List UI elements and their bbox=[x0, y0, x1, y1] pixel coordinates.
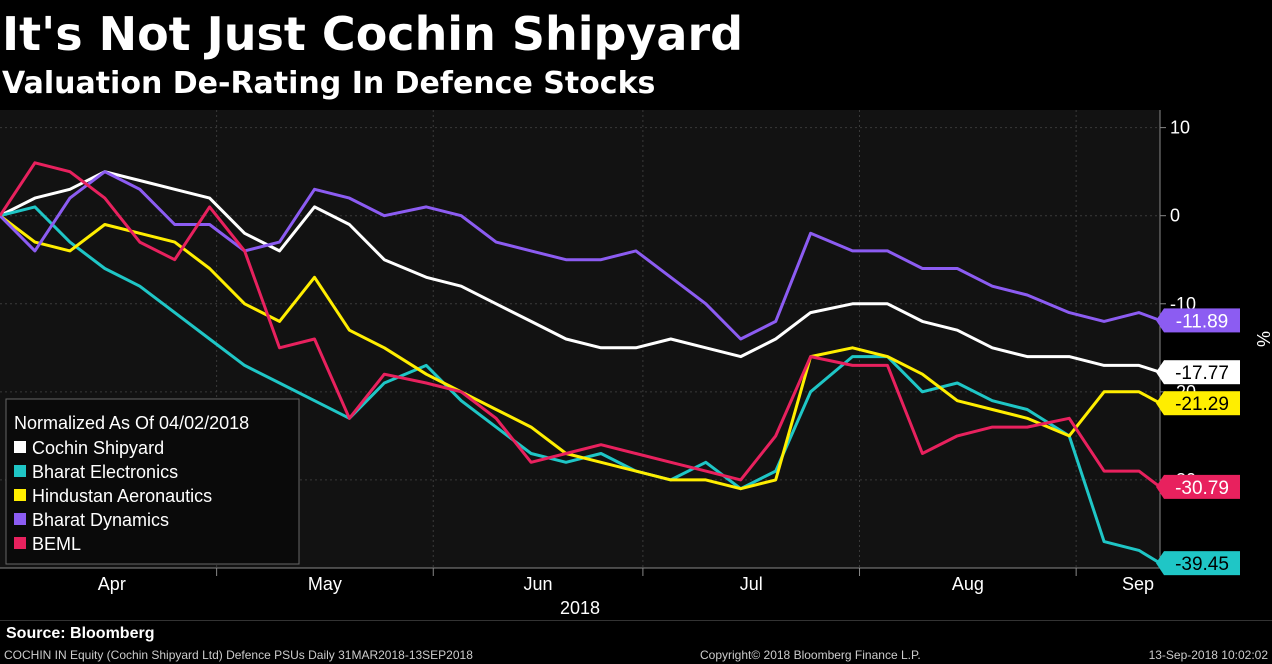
legend-swatch bbox=[14, 513, 26, 525]
legend-item: Cochin Shipyard bbox=[32, 438, 164, 458]
legend-swatch bbox=[14, 441, 26, 453]
y-tick-label: 0 bbox=[1170, 206, 1180, 226]
x-axis: Apr May Jun Jul Aug Sep 2018 bbox=[0, 567, 1160, 618]
series-line bbox=[0, 161, 1161, 489]
end-value-label: -21.29 bbox=[1175, 394, 1229, 415]
footer-security-info: COCHIN IN Equity (Cochin Shipyard Ltd) D… bbox=[4, 648, 473, 662]
end-label-pointer bbox=[1156, 391, 1164, 416]
end-value-label: -39.45 bbox=[1175, 554, 1229, 575]
legend-item: BEML bbox=[32, 534, 81, 554]
end-label-box bbox=[1164, 474, 1240, 499]
legend-item: Hindustan Aeronautics bbox=[32, 486, 212, 506]
end-label-pointer bbox=[1156, 551, 1164, 576]
footer-copyright: Copyright© 2018 Bloomberg Finance L.P. bbox=[700, 648, 921, 662]
source-text: Source: Bloomberg bbox=[6, 625, 155, 642]
end-label-box bbox=[1164, 551, 1240, 576]
header: It's Not Just Cochin Shipyard Valuation … bbox=[0, 0, 1272, 110]
y-axis-label: % bbox=[1253, 331, 1272, 347]
y-axis: 100-10-20-30 % bbox=[1159, 110, 1272, 568]
end-value-label: -11.89 bbox=[1176, 311, 1228, 332]
legend: Normalized As Of 04/02/2018 Cochin Shipy… bbox=[5, 398, 300, 565]
end-value-label: -17.77 bbox=[1175, 363, 1229, 384]
legend-item: Bharat Electronics bbox=[32, 462, 178, 482]
end-label-pointer bbox=[1156, 308, 1164, 333]
end-label-pointer bbox=[1156, 474, 1164, 499]
x-tick-label: Aug bbox=[952, 574, 984, 594]
x-tick-label: May bbox=[308, 574, 342, 594]
end-value-labels: -17.77 -39.45 -21.29 -11.89 -30.79 bbox=[1156, 308, 1240, 576]
end-label-box bbox=[1164, 391, 1240, 416]
chart-title: It's Not Just Cochin Shipyard bbox=[2, 7, 744, 61]
x-tick-label: Jun bbox=[524, 574, 553, 594]
legend-box bbox=[5, 398, 300, 565]
x-axis-label: 2018 bbox=[560, 598, 600, 618]
legend-swatch bbox=[14, 489, 26, 501]
footer-timestamp: 13-Sep-2018 10:02:02 bbox=[1148, 648, 1268, 662]
y-tick-label: 10 bbox=[1170, 118, 1190, 138]
x-tick-label: Sep bbox=[1122, 574, 1154, 594]
series-lines bbox=[0, 161, 1161, 565]
x-tick-label: Apr bbox=[98, 574, 126, 594]
chart-subtitle: Valuation De-Rating In Defence Stocks bbox=[2, 66, 656, 101]
end-label-box bbox=[1164, 360, 1240, 385]
x-tick-label: Jul bbox=[740, 574, 763, 594]
series-line bbox=[0, 214, 1161, 491]
footer: Source: Bloomberg COCHIN IN Equity (Coch… bbox=[0, 620, 1272, 664]
legend-swatch bbox=[14, 537, 26, 549]
legend-title: Normalized As Of 04/02/2018 bbox=[14, 413, 249, 433]
x-axis-area bbox=[0, 568, 1160, 620]
series-line bbox=[0, 170, 1161, 374]
end-label-pointer bbox=[1156, 360, 1164, 385]
legend-swatch bbox=[14, 465, 26, 477]
end-value-label: -30.79 bbox=[1175, 478, 1229, 499]
end-label-box bbox=[1164, 308, 1240, 333]
footer-line: COCHIN IN Equity (Cochin Shipyard Ltd) D… bbox=[0, 647, 1272, 663]
legend-item: Bharat Dynamics bbox=[32, 510, 169, 530]
series-line bbox=[0, 170, 1161, 341]
